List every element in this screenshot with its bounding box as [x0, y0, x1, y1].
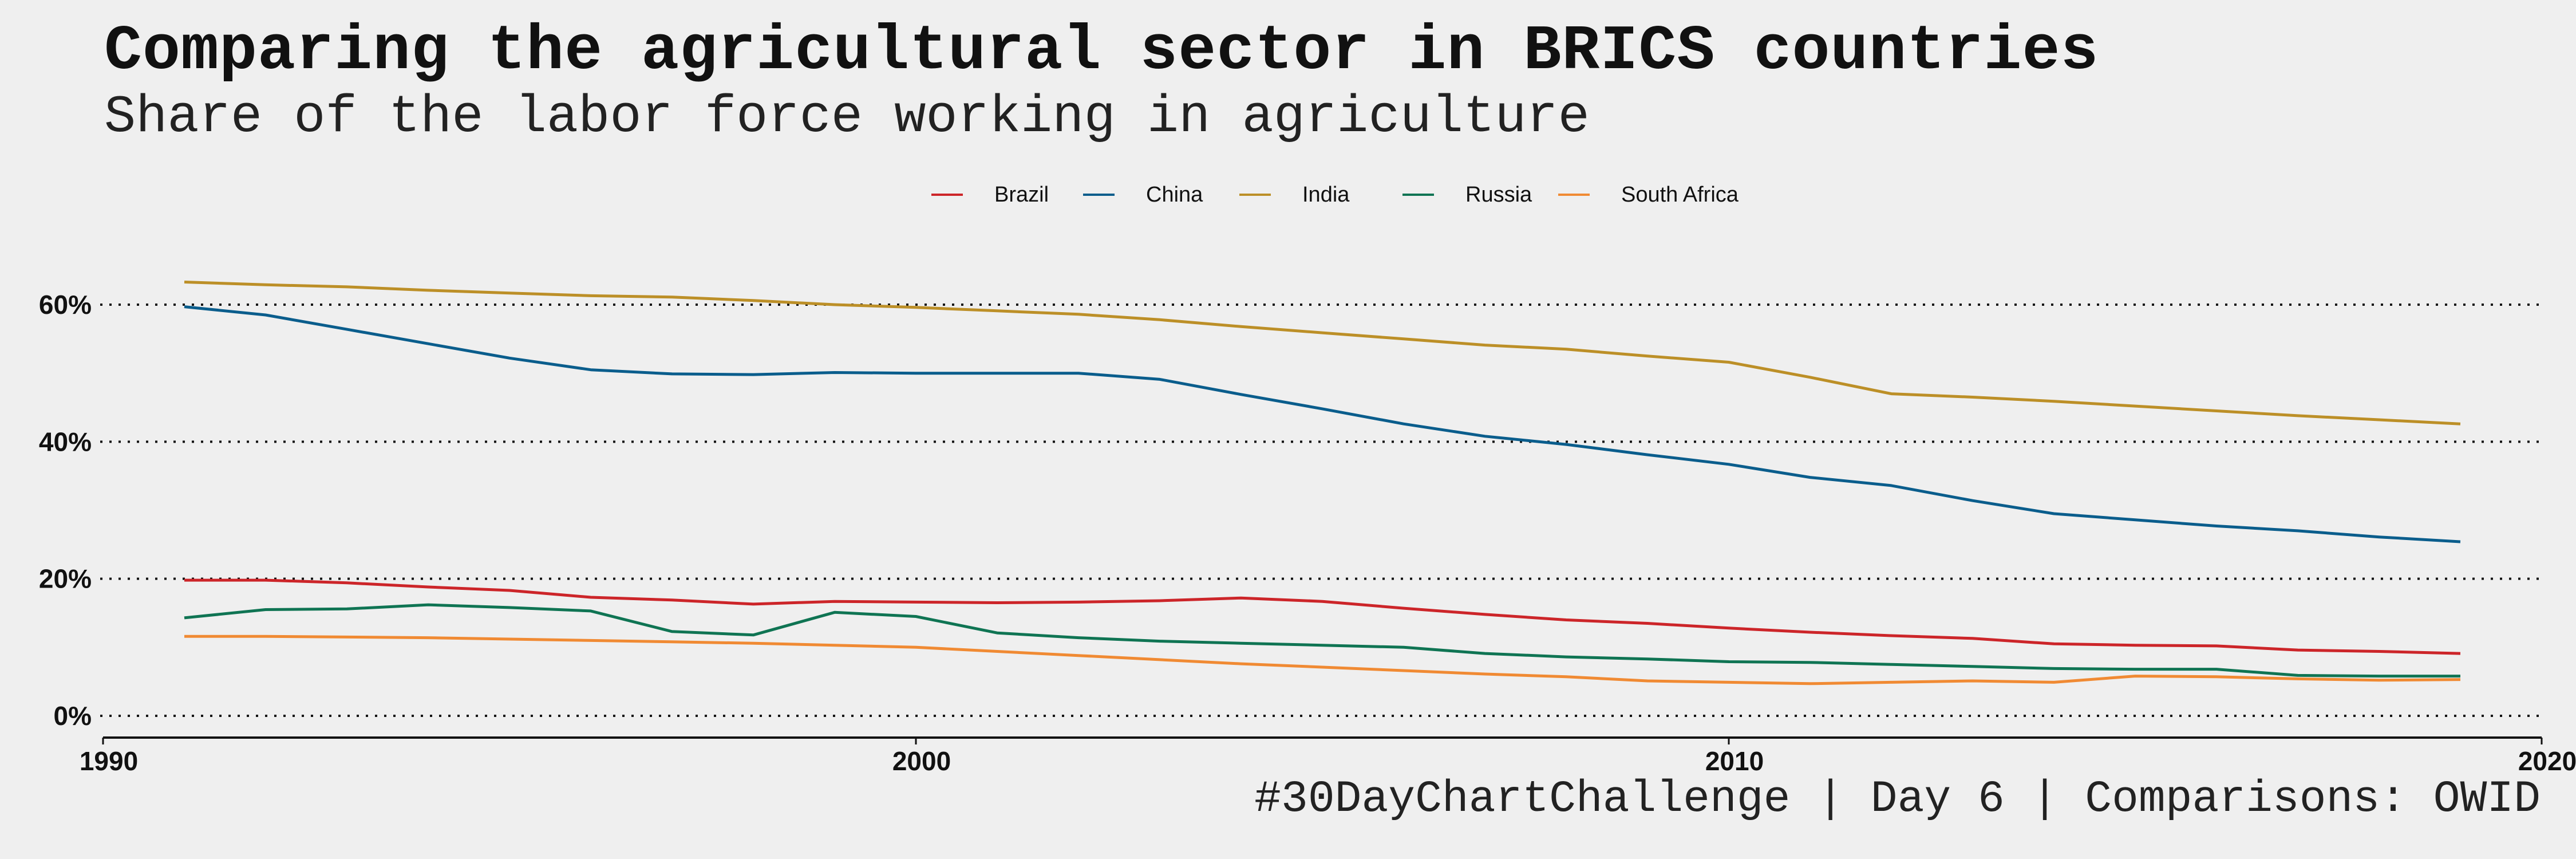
chart-subtitle: Share of the labor force working in agri… [104, 87, 1590, 147]
series-line-china [184, 305, 2461, 543]
series-line-south-africa [184, 635, 2461, 685]
chart-title: Comparing the agricultural sector in BRI… [104, 16, 2099, 88]
y-tick-label: 40% [39, 427, 92, 456]
y-tick-label: 20% [39, 564, 92, 594]
gridlines [100, 304, 2542, 717]
legend-label-russia: Russia [1465, 183, 1532, 207]
series-line-brazil [184, 578, 2461, 655]
chart-caption: #30DayChartChallenge | Day 6 | Compariso… [1254, 774, 2541, 825]
series-lines [184, 281, 2461, 685]
x-tick-label: 1990 [80, 746, 138, 776]
y-tick-label: 0% [54, 701, 92, 731]
legend-label-brazil: Brazil [994, 183, 1049, 207]
series-line-india [184, 281, 2461, 425]
x-axis: 1990 2000 2010 2020 [80, 736, 2576, 776]
legend-label-south-africa: South Africa [1621, 183, 1739, 207]
y-axis: 0% 20% 40% 60% [39, 290, 92, 731]
y-tick-label: 60% [39, 290, 92, 320]
x-tick-label: 2010 [1705, 746, 1764, 776]
legend-label-india: India [1302, 183, 1350, 207]
x-tick-label: 2020 [2518, 746, 2576, 776]
series-line-russia [184, 603, 2460, 678]
legend-label-china: China [1146, 183, 1203, 207]
legend: Brazil China India Russia South Africa [931, 183, 1739, 207]
x-tick-label: 2000 [892, 746, 951, 776]
